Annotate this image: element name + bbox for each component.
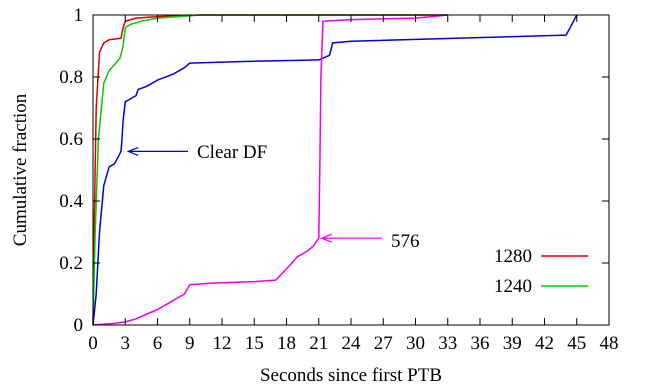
y-tick-label: 1: [74, 5, 84, 26]
x-tick-label: 30: [406, 333, 425, 354]
y-tick-label: 0: [74, 315, 84, 336]
x-tick-label: 3: [121, 333, 131, 354]
annotation-layer: Clear DF 576: [126, 142, 420, 252]
x-tick-label: 6: [153, 333, 163, 354]
legend-label-1240: 1240: [494, 276, 532, 297]
clear-df-label: Clear DF: [197, 142, 267, 163]
y-tick-label: 0.8: [59, 67, 83, 88]
x-tick-label: 45: [567, 333, 586, 354]
y-tick-label: 0.2: [59, 253, 83, 274]
576-label: 576: [391, 231, 420, 252]
y-tick-label: 0.6: [59, 129, 83, 150]
x-tick-label: 9: [185, 333, 195, 354]
series-line-clear-df: [92, 14, 578, 326]
x-tick-label: 24: [342, 333, 362, 354]
x-tick-label: 48: [600, 333, 619, 354]
x-tick-label: 33: [438, 333, 457, 354]
series-line-576: [92, 14, 448, 326]
x-tick-label: 12: [213, 333, 232, 354]
ticks-layer: 0 3 6 9 12 15 18 21 24 27 30 33 36 39 42 45 4800.20.40.6…: [59, 5, 618, 354]
x-tick-label: 27: [374, 333, 393, 354]
x-tick-label: 21: [309, 333, 328, 354]
y-tick-label: 0.4: [59, 191, 83, 212]
x-axis-title: Seconds since first PTB: [260, 365, 442, 386]
x-tick-label: 36: [471, 333, 490, 354]
y-axis-title: Cumulative fraction: [10, 93, 31, 246]
clear-df-arrowhead: [126, 146, 139, 156]
x-tick-label: 0: [88, 333, 98, 354]
x-tick-label: 42: [535, 333, 554, 354]
x-tick-label: 15: [245, 333, 264, 354]
x-tick-label: 18: [277, 333, 296, 354]
576-arrowhead: [320, 233, 332, 243]
x-tick-label: 39: [503, 333, 522, 354]
legend-label-1280: 1280: [494, 246, 532, 267]
legend: 1280 1240: [494, 246, 588, 297]
